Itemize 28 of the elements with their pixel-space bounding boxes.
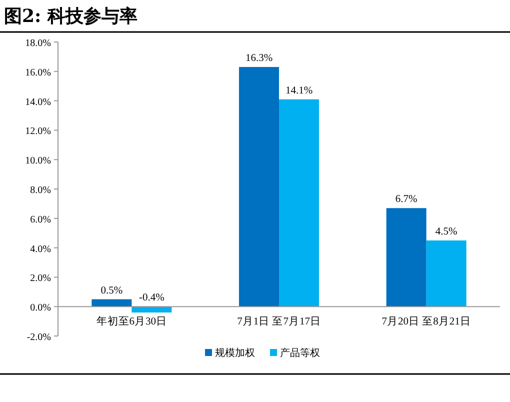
data-label: 4.5% — [435, 226, 458, 238]
y-tick-label: 14.0% — [25, 96, 51, 108]
y-tick-label: 0.0% — [30, 302, 51, 314]
y-tick-label: 16.0% — [25, 67, 51, 78]
y-tick-label: 12.0% — [25, 126, 51, 138]
bar — [239, 66, 279, 307]
y-tick-label: 6.0% — [30, 214, 51, 226]
y-tick-label: 4.0% — [30, 244, 51, 255]
data-label: -0.4% — [138, 292, 165, 304]
chart-title: 图2: 科技参与率 — [4, 6, 138, 27]
data-label: 14.1% — [285, 85, 313, 96]
data-label: 6.7% — [395, 194, 418, 206]
bar — [386, 208, 426, 307]
bar — [279, 99, 319, 307]
bar — [132, 306, 172, 312]
data-label: 16.3% — [245, 52, 273, 64]
y-tick-label: 18.0% — [25, 38, 51, 49]
x-tick-label: 7月20日 至8月21日 — [382, 316, 471, 328]
y-tick-label: 10.0% — [25, 156, 51, 167]
y-tick-label: 8.0% — [30, 185, 51, 196]
x-tick-label: 年初至6月30日 — [96, 314, 168, 328]
x-tick-label: 7月1日 至7月17日 — [237, 316, 321, 328]
y-tick-label: 2.0% — [30, 273, 51, 284]
y-tick-label: -2.0% — [26, 332, 51, 343]
bar — [426, 240, 466, 307]
legend-label: 产品等权 — [280, 347, 320, 359]
data-label: 0.5% — [100, 285, 123, 296]
legend-label: 规模加权 — [215, 347, 255, 359]
